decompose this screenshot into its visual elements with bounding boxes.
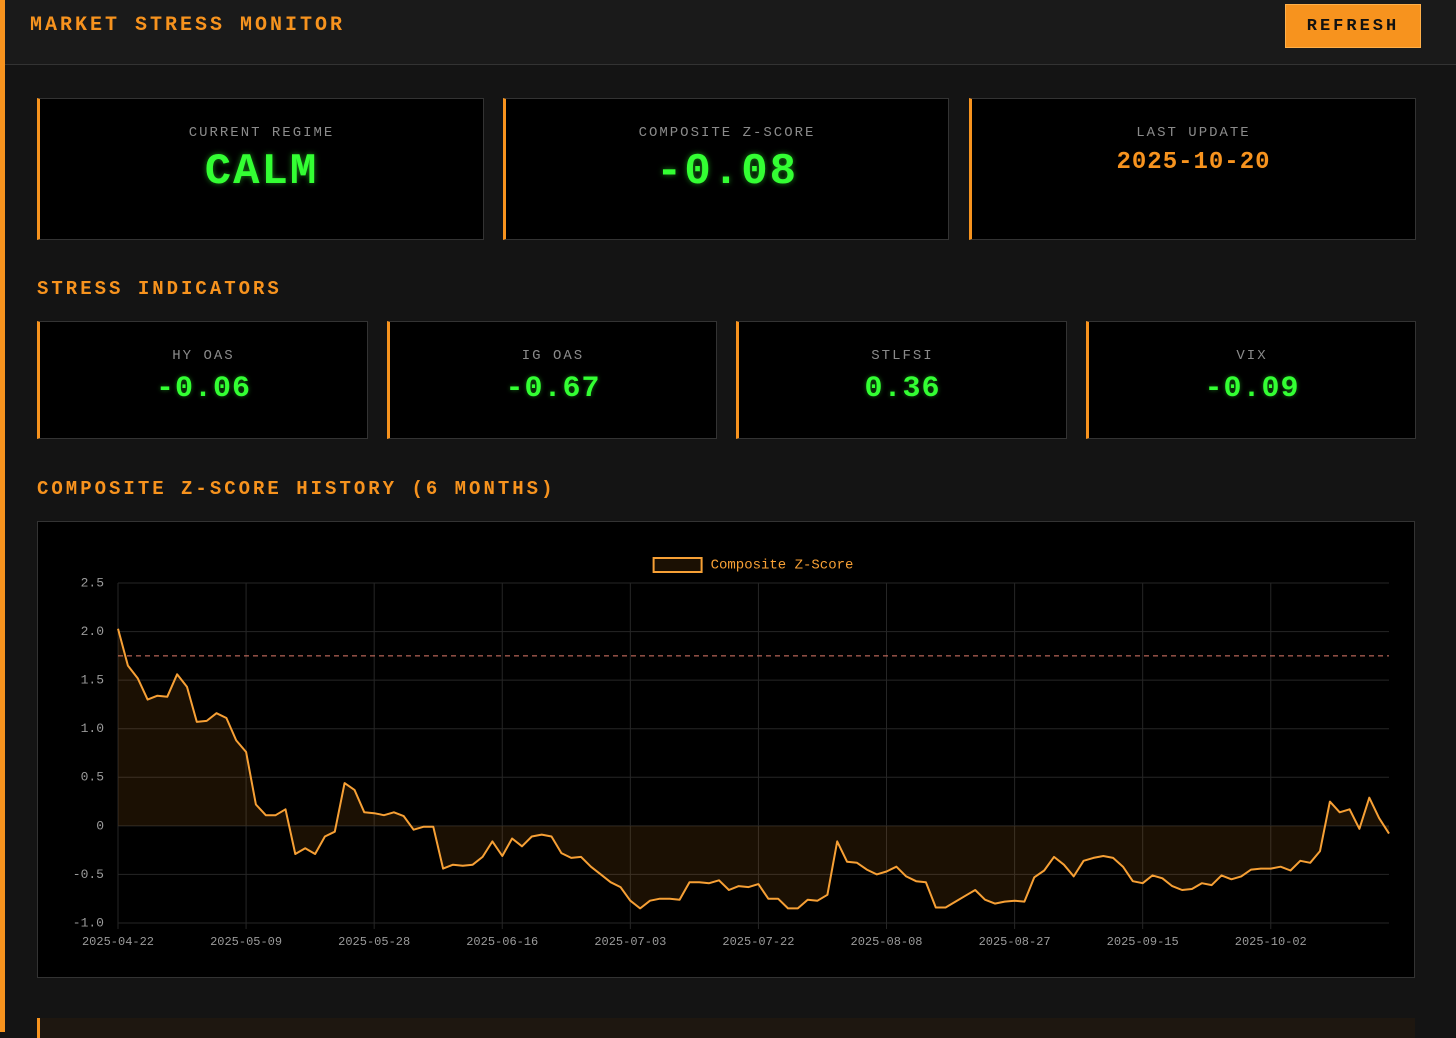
card-label: STLFSI [871,348,934,364]
y-tick-label: -0.5 [73,867,104,882]
x-tick-label: 2025-09-15 [1107,935,1179,949]
indicator-card: VIX -0.09 [1086,321,1416,439]
legend-label: Composite Z-Score [711,558,854,574]
y-tick-label: 1.5 [81,673,104,688]
y-tick-label: 0.5 [81,770,104,785]
x-tick-label: 2025-05-28 [338,935,410,949]
card-value: 2025-10-20 [1116,149,1271,176]
y-tick-label: 2.0 [81,624,104,639]
indicator-card: IG OAS -0.67 [387,321,717,439]
update-card: LAST UPDATE 2025-10-20 [969,98,1416,240]
x-tick-label: 2025-05-09 [210,935,282,949]
card-label: CURRENT REGIME [188,125,335,141]
section-title: COMPOSITE Z-SCORE HISTORY (6 MONTHS) [37,478,556,500]
refresh-button[interactable]: REFRESH [1285,4,1421,48]
y-tick-label: 2.5 [81,575,104,590]
indicator-card: STLFSI 0.36 [736,321,1067,439]
x-tick-label: 2025-06-16 [466,935,538,949]
x-tick-label: 2025-07-22 [722,935,794,949]
y-tick-label: 1.0 [81,721,104,736]
chart-panel: -1.0 -0.5 0 0.5 1.0 1.5 2.0 2.5 2025-04-22 2025-0… [37,521,1415,978]
section-title: STRESS INDICATORS [37,278,282,300]
area [118,628,1389,909]
card-value: -0.09 [1204,372,1300,406]
card-value: CALM [204,147,319,197]
header: MARKET STRESS MONITOR REFRESH [5,0,1456,65]
x-tick-label: 2025-08-27 [979,935,1051,949]
app-title: MARKET STRESS MONITOR [30,14,346,37]
card-label: VIX [1236,348,1268,364]
y-tick-label: 0 [96,818,104,833]
next-panel [37,1018,1415,1038]
card-label: LAST UPDATE [1136,125,1251,141]
x-tick-label: 2025-10-02 [1235,935,1307,949]
indicator-card: HY OAS -0.06 [37,321,368,439]
card-value: -0.08 [655,147,799,197]
card-label: IG OAS [521,348,585,364]
card-label: HY OAS [172,348,235,364]
zscore-card: COMPOSITE Z-SCORE -0.08 [503,98,949,240]
card-label: COMPOSITE Z-SCORE [638,125,816,141]
x-tick-label: 2025-04-22 [82,935,154,949]
regime-card: CURRENT REGIME CALM [37,98,484,240]
x-tick-label: 2025-07-03 [594,935,666,949]
chart: -1.0 -0.5 0 0.5 1.0 1.5 2.0 2.5 2025-04-22 2025-0… [73,557,1390,949]
card-value: 0.36 [864,372,941,406]
card-value: -0.06 [155,372,251,406]
y-tick-label: -1.0 [73,915,104,930]
legend-swatch [652,557,703,573]
line [117,628,1390,910]
x-tick-label: 2025-08-08 [851,935,923,949]
card-value: -0.67 [505,372,601,406]
accent-edge [0,0,5,1032]
